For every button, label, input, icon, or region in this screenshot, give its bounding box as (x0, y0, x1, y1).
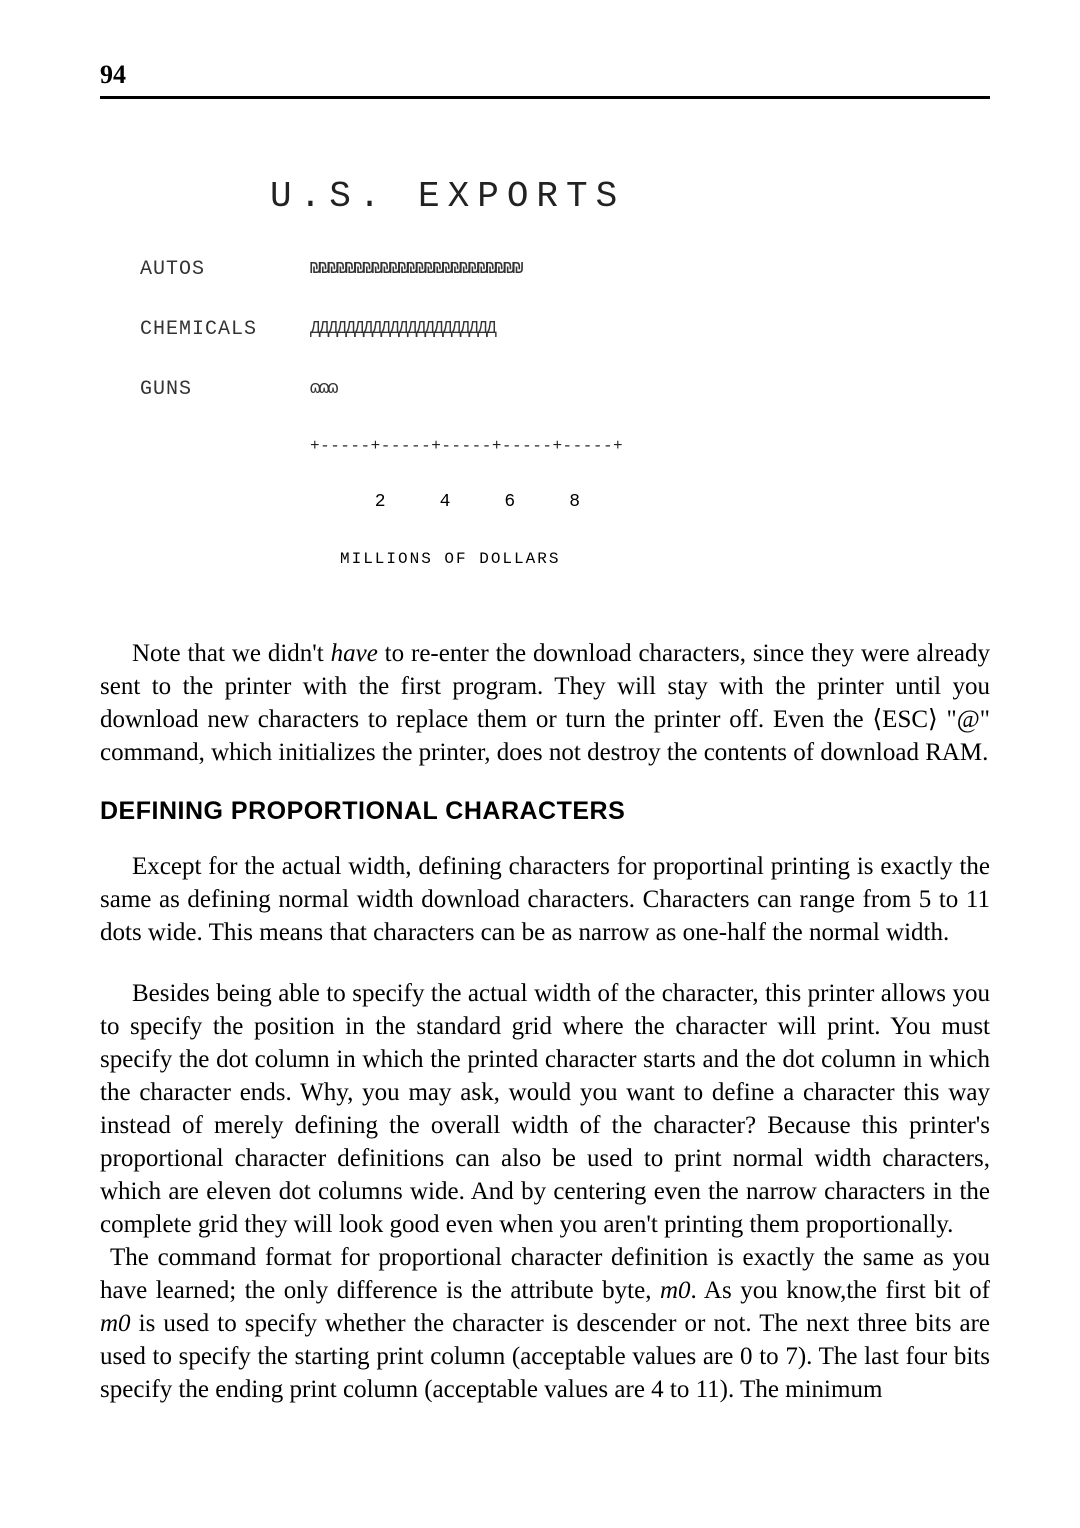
chart-row-label: GUNS (140, 378, 310, 401)
page-number: 94 (100, 60, 990, 99)
chart-row-label: AUTOS (140, 258, 310, 281)
text: Except for the actual width, defining ch… (100, 853, 990, 946)
chart-row-label: CHEMICALS (140, 318, 310, 341)
italic-m0: m0 (660, 1277, 691, 1304)
paragraph-1: Note that we didn't have to re-enter the… (100, 637, 990, 769)
text: Note that we didn't (132, 640, 331, 667)
chart-row: CHEMICALS ДДДДДДДДДДДДДДДДДДДДД (140, 318, 990, 341)
chart-row-bar: ДДДДДДДДДДДДДДДДДДДДД (310, 319, 495, 340)
chart-x-label: MILLIONS OF DOLLARS (340, 550, 990, 568)
chart-row-bar: ₪₪₪₪₪₪₪₪₪₪₪₪₪₪₪₪₪₪₪₪₪₪₪₪ (310, 259, 521, 280)
chart-tick-labels: 2 4 6 8 (310, 492, 990, 513)
paragraph-2: Except for the actual width, defining ch… (100, 850, 990, 949)
italic-have: have (331, 640, 378, 667)
text: Besides being able to specify the actual… (100, 980, 990, 1238)
chart-row-bar: ɷɷɷ (310, 379, 336, 400)
chart-row: AUTOS ₪₪₪₪₪₪₪₪₪₪₪₪₪₪₪₪₪₪₪₪₪₪₪₪ (140, 258, 990, 281)
paragraph-4: The command format for proportional char… (100, 1241, 990, 1406)
chart-row: GUNS ɷɷɷ (140, 378, 990, 401)
section-heading: DEFINING PROPORTIONAL CHARACTERS (100, 797, 990, 826)
italic-m0: m0 (100, 1310, 131, 1337)
text: . As you know,the first bit of (691, 1277, 990, 1304)
text: is used to specify whether the character… (100, 1310, 990, 1403)
chart-axis-line: +-----+-----+-----+-----+-----+ (310, 437, 990, 455)
paragraph-3: Besides being able to specify the actual… (100, 977, 990, 1241)
exports-chart: U.S. EXPORTS AUTOS ₪₪₪₪₪₪₪₪₪₪₪₪₪₪₪₪₪₪₪₪₪… (140, 139, 990, 587)
chart-title: U.S. EXPORTS (270, 176, 990, 217)
